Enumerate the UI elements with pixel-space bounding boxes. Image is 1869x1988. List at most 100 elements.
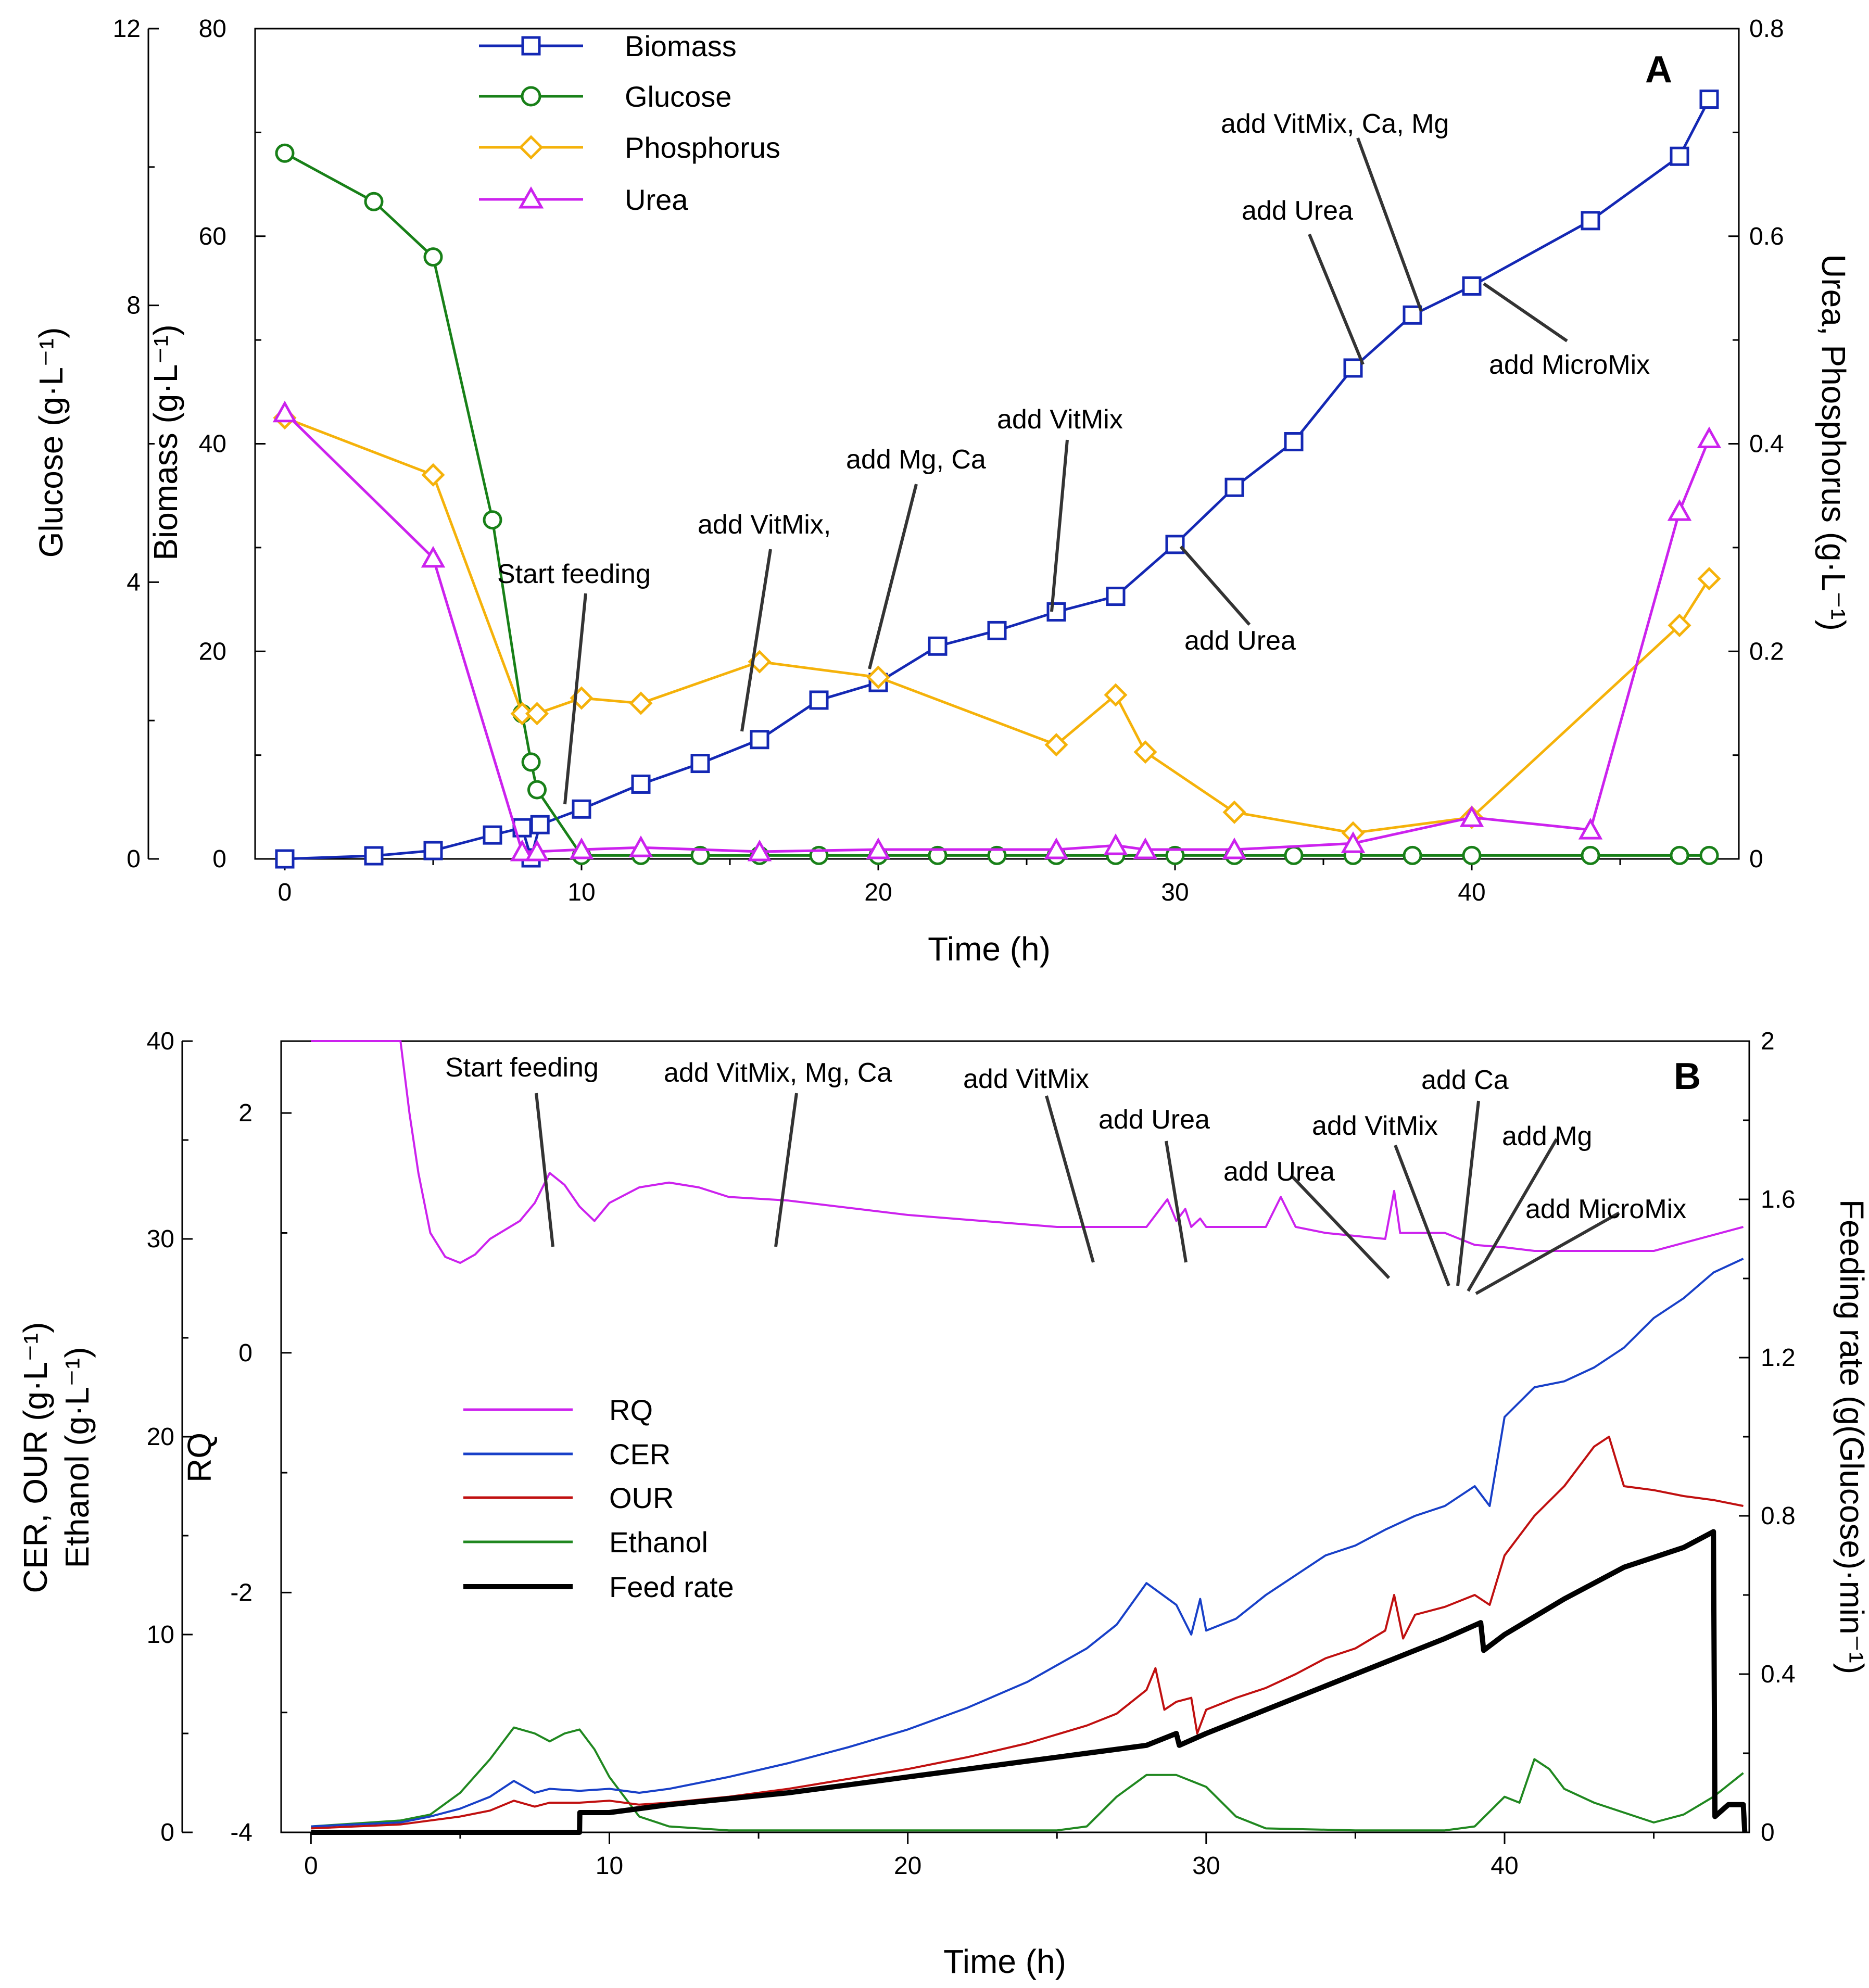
glucose-point	[1462, 845, 1482, 865]
panel-b-legend: RQ CER OUR Ethanol Feed rate	[463, 1394, 734, 1603]
legend-marker-phosphorus	[519, 135, 544, 160]
glucose-point	[521, 752, 541, 772]
urea-point	[1578, 818, 1603, 840]
b-annotation-label: add Mg	[1502, 1121, 1592, 1151]
glucose-tick-label: 4	[127, 568, 141, 596]
feed-rate-line	[311, 1529, 1748, 1835]
biomass-point	[364, 846, 384, 866]
rq-axis-label: RQ	[181, 1433, 218, 1483]
biomass-point	[1106, 587, 1126, 606]
phosphorus-point	[1133, 740, 1157, 764]
glucose-point	[483, 510, 502, 530]
panel-a-ticks: 0 10 20 30 40 0 4 8 12 0 20 40 60 80 0 0.2 0.4 0.6 0.8	[113, 15, 1784, 906]
a-annotation-leader	[868, 484, 918, 669]
legend-label-glucose: Glucose	[625, 80, 731, 113]
urea-point	[272, 400, 297, 423]
legend-label-rq: RQ	[609, 1394, 653, 1426]
urea-point	[1222, 837, 1247, 859]
glucose-point	[364, 192, 384, 211]
rq-tick-label: -2	[230, 1579, 252, 1606]
biomass-point	[483, 825, 502, 845]
urea-point	[525, 839, 549, 862]
biomass-point	[809, 690, 829, 710]
panel-b-series	[311, 1040, 1748, 1835]
urea-p-tick-label: 0.6	[1749, 223, 1784, 250]
b-annotation-leader	[1165, 1141, 1188, 1263]
b-annotation-label: add VitMix, Mg, Ca	[664, 1058, 892, 1088]
a-annotation-label: add VitMix	[997, 404, 1123, 435]
panel-a-frame	[254, 28, 1740, 860]
panel-b-frame	[280, 1040, 1750, 1833]
phosphorus-point	[1697, 567, 1721, 591]
a-x-tick-label: 0	[278, 879, 292, 906]
biomass-point	[631, 774, 651, 794]
urea-phosphorus-axis-label: Urea, Phosphorus (g·L⁻¹)	[1815, 254, 1852, 631]
our-line	[311, 1436, 1744, 1830]
a-annotation-label: add Urea	[1184, 626, 1296, 656]
glucose-axis-label: Glucose (g·L⁻¹)	[32, 327, 70, 558]
biomass-tick-label: 40	[199, 430, 226, 458]
b-annotation-label: Start feeding	[445, 1053, 599, 1083]
conc-tick-label: 0	[160, 1819, 174, 1846]
b-annotation-label: add VitMix	[1312, 1111, 1438, 1141]
urea-p-tick-label: 0.2	[1749, 638, 1784, 665]
feed-tick-label: 1.2	[1761, 1344, 1796, 1372]
glucose-tick-label: 8	[127, 292, 141, 320]
biomass-tick-label: 80	[199, 15, 226, 43]
biomass-point	[1462, 276, 1482, 296]
b-x-tick-label: 0	[304, 1852, 318, 1880]
phosphorus-point	[1104, 683, 1128, 707]
a-annotation-label: Start feeding	[497, 559, 651, 589]
legend-marker-glucose	[521, 86, 541, 107]
glucose-point	[1581, 845, 1600, 865]
glucose-line	[284, 152, 1709, 857]
ethanol-line	[311, 1726, 1744, 1832]
legend-label-ethanol: Ethanol	[609, 1526, 708, 1559]
rq-line	[311, 1040, 1744, 1264]
urea-point	[1044, 837, 1069, 859]
glucose-point	[1699, 845, 1719, 865]
biomass-tick-label: 0	[212, 845, 226, 873]
b-annotation-label: add Ca	[1421, 1065, 1509, 1095]
panel-b-x-label: Time (h)	[943, 1943, 1066, 1980]
urea-point	[866, 837, 891, 859]
a-annotation-label: add VitMix, Ca, Mg	[1221, 109, 1449, 139]
b-annotation-label: add Urea	[1223, 1157, 1335, 1187]
b-x-tick-label: 10	[596, 1852, 623, 1880]
biomass-point	[275, 849, 295, 869]
glucose-point	[1165, 845, 1185, 865]
legend-marker-biomass	[521, 36, 541, 56]
glucose-point	[1284, 845, 1304, 865]
glucose-point	[987, 845, 1007, 865]
b-annotation-leader	[1475, 1211, 1620, 1295]
legend-label-cer: CER	[609, 1438, 671, 1471]
urea-point	[569, 837, 594, 859]
b-annotation-leader	[774, 1093, 798, 1247]
rq-tick-label: 0	[238, 1339, 252, 1367]
rq-tick-label: 2	[238, 1099, 252, 1127]
a-annotation-label: add MicroMix	[1489, 350, 1650, 380]
biomass-point	[1670, 146, 1689, 166]
a-annotation-leader	[563, 593, 587, 805]
biomass-tick-label: 60	[199, 223, 226, 250]
a-annotation-leader	[740, 549, 772, 732]
glucose-point	[1403, 845, 1422, 865]
legend-label-our: OUR	[609, 1481, 674, 1514]
b-x-tick-label: 20	[894, 1852, 921, 1880]
biomass-point	[1403, 305, 1422, 325]
panel-b-annotations: Start feeding add VitMix, Mg, Ca add VitMi…	[445, 1053, 1686, 1295]
urea-point	[1341, 831, 1366, 853]
b-annotation-label: add MicroMix	[1525, 1194, 1686, 1224]
glucose-tick-label: 0	[127, 845, 141, 873]
glucose-point	[928, 845, 948, 865]
urea-point	[1133, 837, 1158, 859]
panel-a-series	[272, 90, 1722, 869]
b-x-tick-label: 40	[1491, 1852, 1518, 1880]
conc-tick-label: 10	[147, 1621, 174, 1649]
urea-point	[628, 835, 653, 857]
biomass-point	[572, 799, 591, 819]
panel-a: 0 10 20 30 40 0 4 8 12 0 20 40 60 80 0 0.2 0.4 0.6 0.8 Sta…	[32, 15, 1852, 968]
feed-tick-label: 1.6	[1761, 1186, 1796, 1213]
a-annotation-leader	[1179, 546, 1251, 626]
